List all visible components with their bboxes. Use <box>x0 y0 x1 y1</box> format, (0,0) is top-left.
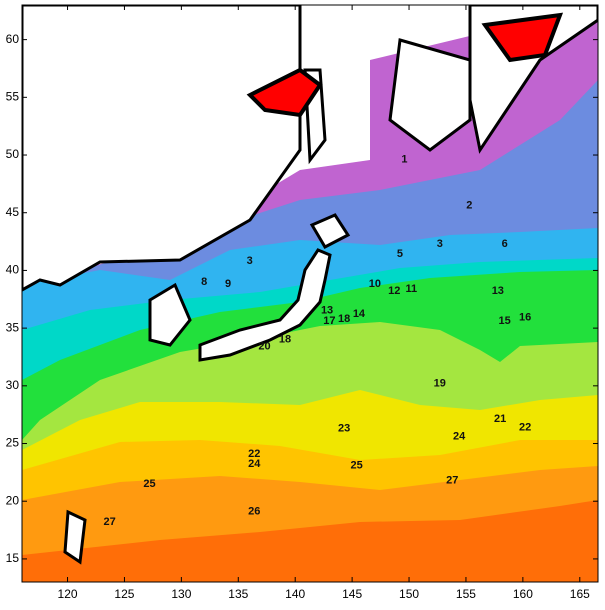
y-tick-label: 55 <box>6 89 20 103</box>
x-tick-label: 120 <box>58 587 78 601</box>
x-tick-label: 140 <box>285 587 305 601</box>
contour-label: 18 <box>279 334 291 346</box>
temperature-field <box>22 5 598 582</box>
y-tick-label: 15 <box>6 551 20 565</box>
contour-label: 10 <box>369 278 381 290</box>
x-tick-label: 135 <box>228 587 248 601</box>
contour-label: 16 <box>519 312 531 324</box>
contour-label: 24 <box>453 431 466 443</box>
contour-label: 6 <box>502 238 508 250</box>
x-tick-label: 130 <box>171 587 191 601</box>
contour-label: 14 <box>353 308 366 320</box>
contour-label: 3 <box>247 255 253 267</box>
contour-label: 22 <box>519 421 531 433</box>
land <box>198 248 332 362</box>
y-tick-label: 35 <box>6 320 20 334</box>
y-tick-label: 25 <box>6 436 20 450</box>
contour-label: 9 <box>225 278 231 290</box>
contour-label: 19 <box>434 377 446 389</box>
contour-label: 11 <box>405 283 417 295</box>
x-tick-label: 165 <box>570 587 590 601</box>
contour-label: 27 <box>446 474 458 486</box>
contour-label: 15 <box>499 315 511 327</box>
contour-label: 24 <box>248 458 261 470</box>
contour-label: 8 <box>201 276 207 288</box>
x-tick-label: 155 <box>456 587 476 601</box>
land-patch <box>481 12 564 63</box>
land <box>388 38 472 152</box>
y-tick-label: 45 <box>6 205 20 219</box>
contour-label: 5 <box>397 248 403 260</box>
contour-label: 25 <box>143 478 155 490</box>
y-tick-label: 60 <box>6 32 20 46</box>
contour-label: 3 <box>437 238 443 250</box>
land <box>148 282 192 347</box>
contour-label: 13 <box>321 305 333 317</box>
contour-label: 12 <box>388 285 400 297</box>
land <box>309 213 351 249</box>
y-tick-label: 20 <box>6 493 20 507</box>
contour-label: 2 <box>466 200 472 212</box>
x-tick-label: 160 <box>513 587 533 601</box>
contour-label: 26 <box>248 506 260 518</box>
plot-frame <box>21 4 599 583</box>
contour-label: 17 <box>323 315 335 327</box>
contour-label: 21 <box>494 413 506 425</box>
contour-label: 1 <box>401 154 407 166</box>
y-tick-label: 30 <box>6 378 20 392</box>
contour-label: 20 <box>258 340 270 352</box>
y-tick-label: 50 <box>6 147 20 161</box>
contour-label: 22 <box>248 448 260 460</box>
contour-label: 23 <box>338 422 350 434</box>
contour-label: 18 <box>338 313 350 325</box>
contour-label: 25 <box>351 459 363 471</box>
band <box>22 500 598 582</box>
contour-label: 27 <box>104 516 116 528</box>
x-tick-label: 150 <box>399 587 419 601</box>
land-patch <box>246 67 323 118</box>
contour-label: 13 <box>492 285 504 297</box>
land <box>63 509 87 565</box>
x-tick-label: 125 <box>114 587 134 601</box>
y-tick-label: 40 <box>6 263 20 277</box>
x-tick-label: 145 <box>342 587 362 601</box>
